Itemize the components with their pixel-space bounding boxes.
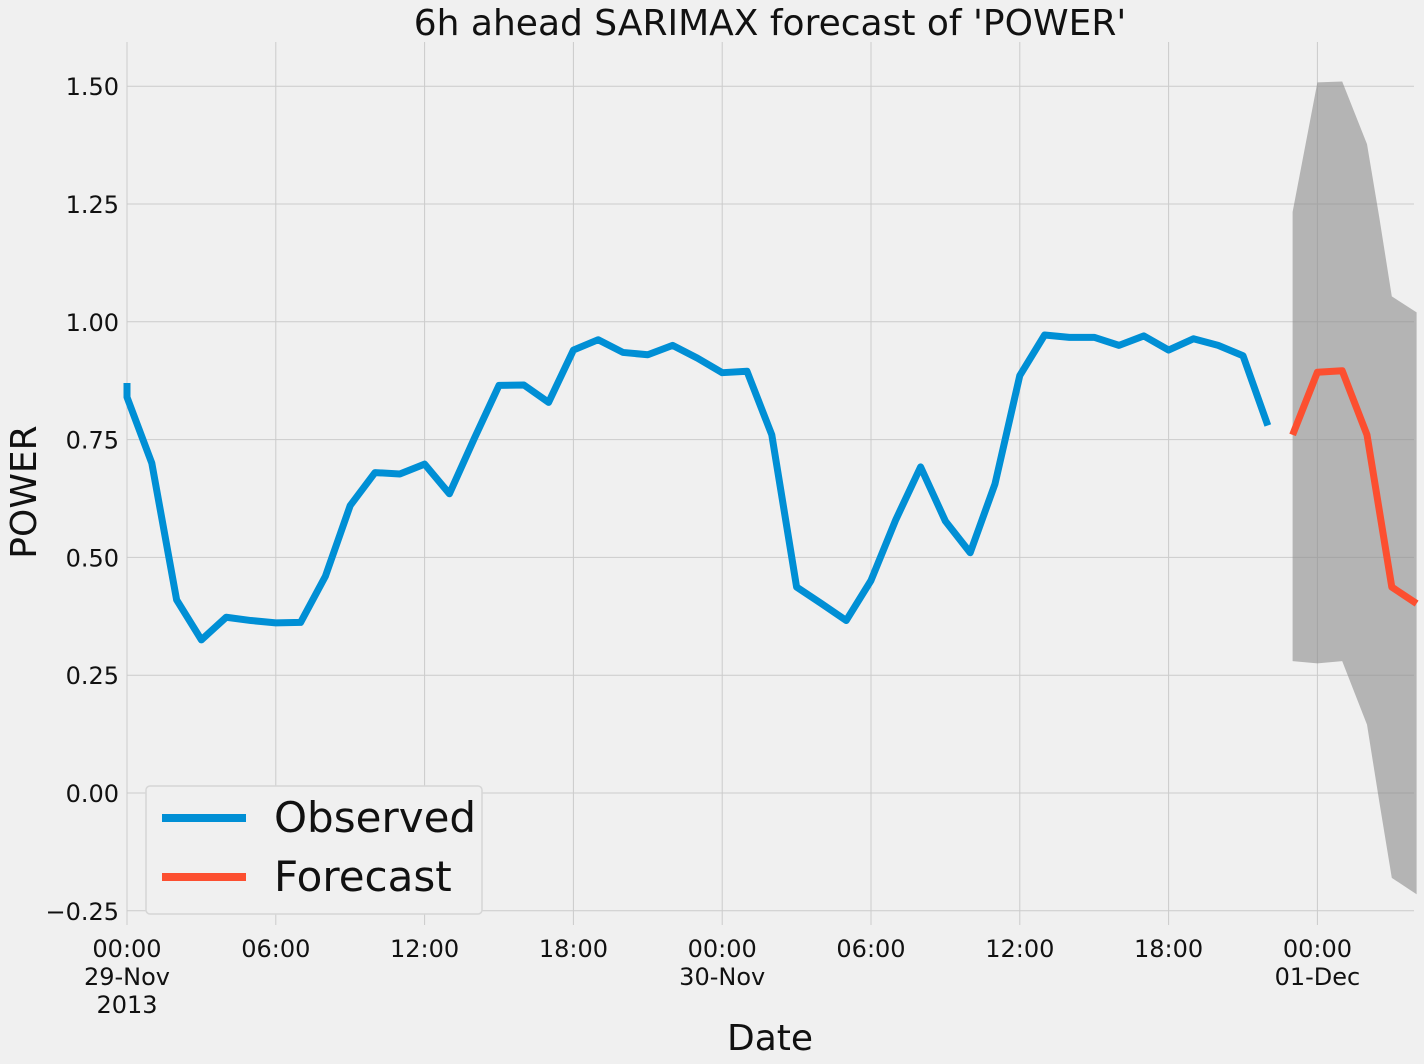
x-tick-label: 06:00	[241, 935, 310, 963]
x-tick-label: 12:00	[985, 935, 1054, 963]
legend-label-observed: Observed	[274, 793, 476, 842]
x-axis-label: Date	[727, 1018, 813, 1059]
legend: Observed Forecast	[145, 785, 483, 915]
x-tick-label: 30-Nov	[679, 963, 765, 991]
y-tick-label: 1.50	[66, 73, 119, 101]
x-tick-label: 18:00	[539, 935, 608, 963]
y-tick-label: 0.75	[66, 427, 119, 455]
legend-label-forecast: Forecast	[274, 852, 452, 901]
y-axis-label: POWER	[4, 425, 45, 558]
grid	[126, 42, 1414, 925]
confidence-band	[1292, 81, 1417, 895]
y-axis-ticks: −0.25 0.00 0.25 0.50 0.75 1.00 1.25 1.50	[45, 73, 119, 926]
x-tick-label: 00:00	[688, 935, 757, 963]
y-tick-label: 0.25	[66, 662, 119, 690]
confidence-band-area	[1292, 81, 1417, 895]
x-tick-label: 18:00	[1134, 935, 1203, 963]
chart-title: 6h ahead SARIMAX forecast of 'POWER'	[414, 3, 1126, 44]
y-tick-label: 1.25	[66, 191, 119, 219]
x-tick-label: 2013	[96, 991, 157, 1019]
y-tick-label: 0.50	[66, 544, 119, 572]
series-line-observed	[123, 331, 1272, 644]
series-line-forecast	[1289, 367, 1419, 607]
series-lines	[123, 331, 1419, 644]
x-tick-label: 06:00	[836, 935, 905, 963]
y-tick-label: −0.25	[45, 898, 119, 926]
x-tick-label: 01-Dec	[1275, 963, 1361, 991]
x-tick-label: 00:00	[1283, 935, 1352, 963]
x-tick-label: 00:00	[92, 935, 161, 963]
x-tick-label: 12:00	[390, 935, 459, 963]
y-tick-label: 0.00	[66, 780, 119, 808]
y-tick-label: 1.00	[66, 309, 119, 337]
x-tick-label: 29-Nov	[84, 963, 170, 991]
